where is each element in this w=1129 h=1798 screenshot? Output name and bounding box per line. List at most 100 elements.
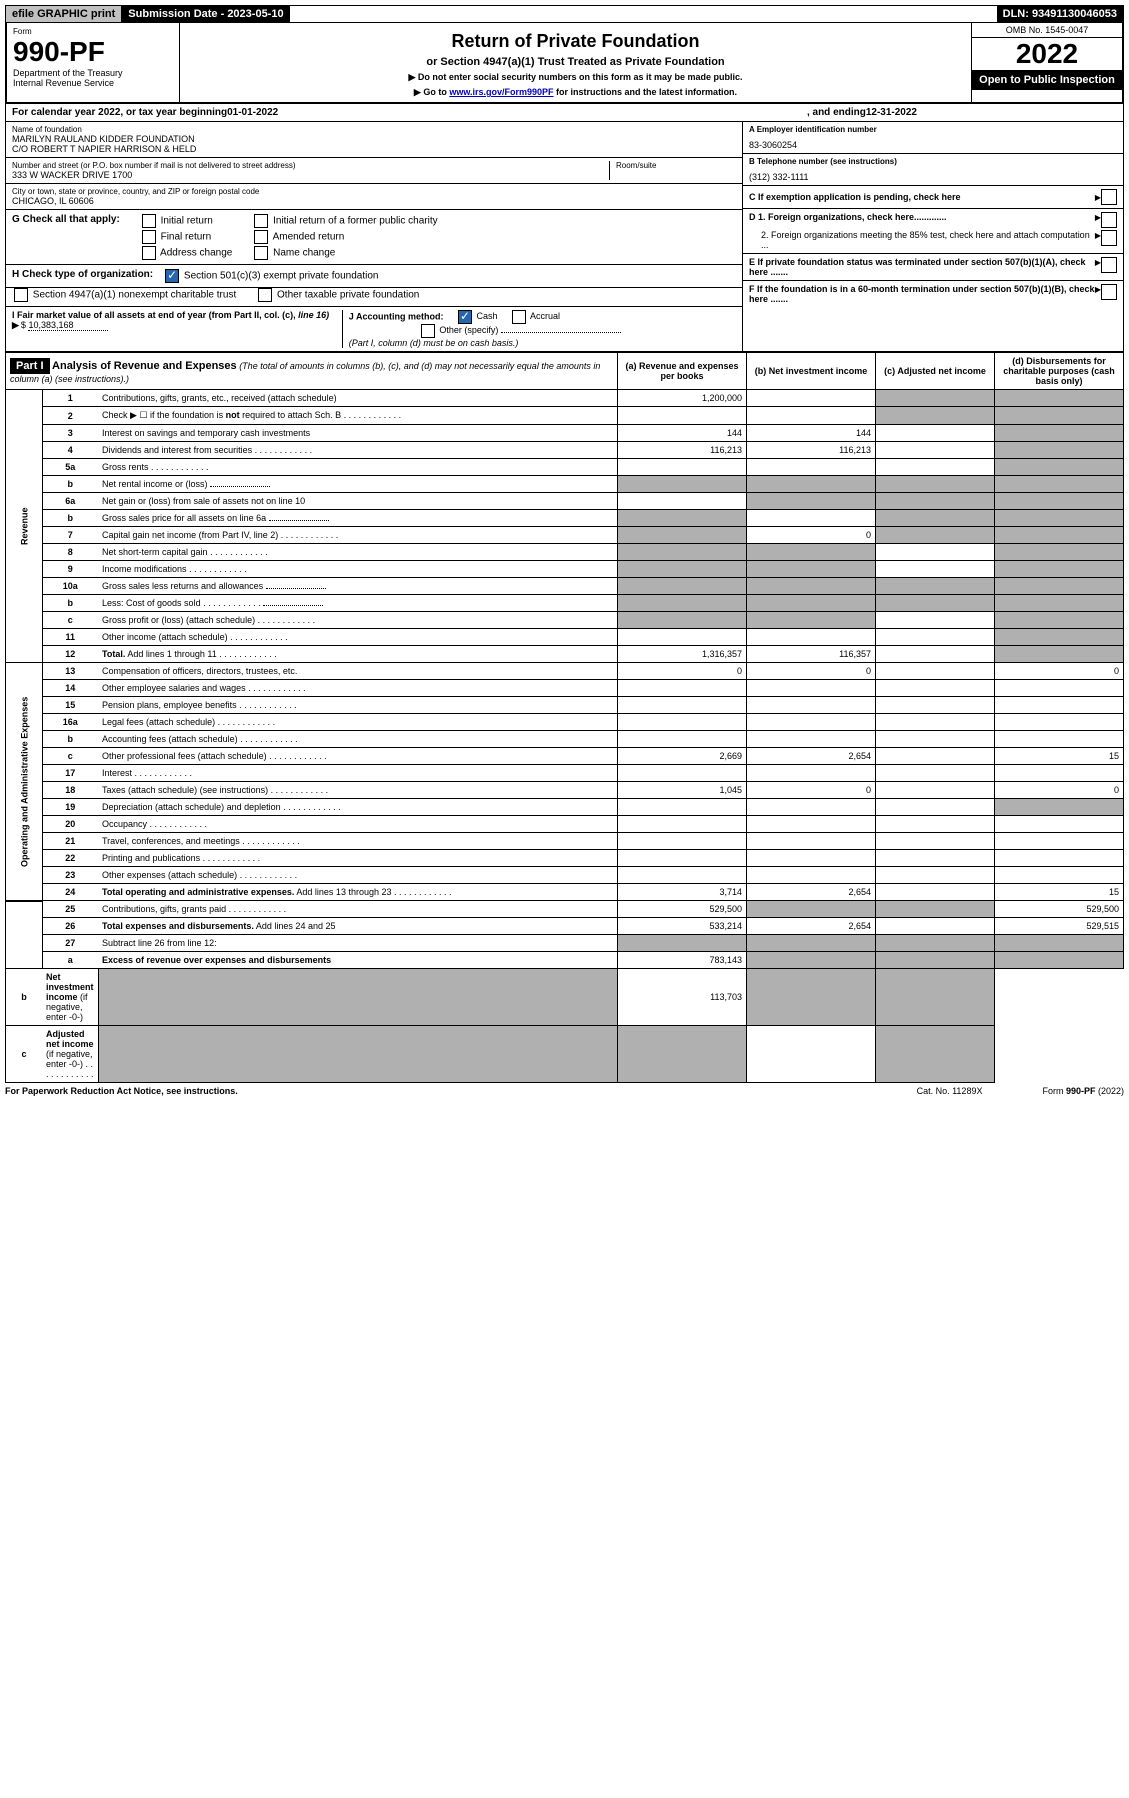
line-16a-no: 16a xyxy=(42,714,98,731)
h-4947a1[interactable]: Section 4947(a)(1) nonexempt charitable … xyxy=(12,288,236,302)
line-b-desc: Gross sales price for all assets on line… xyxy=(98,510,617,527)
line-b-no: b xyxy=(6,969,43,1026)
calendar-year-row: For calendar year 2022, or tax year begi… xyxy=(5,104,1124,122)
line-6a-no: 6a xyxy=(42,493,98,510)
d2-checkbox[interactable] xyxy=(1101,230,1117,246)
line-20-desc: Occupancy xyxy=(98,816,617,833)
year-begin: 01-01-2022 xyxy=(227,107,278,118)
foundation-name: MARILYN RAULAND KIDDER FOUNDATION xyxy=(12,134,736,144)
line-b-no: b xyxy=(42,731,98,748)
footer-left: For Paperwork Reduction Act Notice, see … xyxy=(5,1086,238,1096)
line-21-no: 21 xyxy=(42,833,98,850)
line-4-no: 4 xyxy=(42,442,98,459)
line-b-desc: Net rental income or (loss) xyxy=(98,476,617,493)
form990pf-link[interactable]: www.irs.gov/Form990PF xyxy=(449,87,553,97)
line-19-desc: Depreciation (attach schedule) and deple… xyxy=(98,799,617,816)
c-checkbox[interactable] xyxy=(1101,189,1117,205)
addr-label: Number and street (or P.O. box number if… xyxy=(12,161,609,170)
city-state-zip: CHICAGO, IL 60606 xyxy=(12,196,736,206)
col-a-header: (a) Revenue and expenses per books xyxy=(618,353,747,390)
line-1-no: 1 xyxy=(42,390,98,407)
g-final-return[interactable]: Final return xyxy=(140,230,233,244)
line-22-desc: Printing and publications xyxy=(98,850,617,867)
line-27-no: 27 xyxy=(42,935,98,952)
line-9-no: 9 xyxy=(42,561,98,578)
e-checkbox[interactable] xyxy=(1101,257,1117,273)
g-amended-return[interactable]: Amended return xyxy=(252,230,437,244)
line-25-desc: Contributions, gifts, grants paid xyxy=(98,901,617,918)
line-c-no: c xyxy=(42,748,98,765)
line-14-no: 14 xyxy=(42,680,98,697)
line-2-desc: Check ▶ ☐ if the foundation is not requi… xyxy=(98,407,617,425)
fmv-value: 10,383,168 xyxy=(28,320,108,331)
j-other[interactable]: Other (specify) xyxy=(419,325,621,335)
g-initial-former[interactable]: Initial return of a former public charit… xyxy=(252,214,437,228)
line-7-desc: Capital gain net income (from Part IV, l… xyxy=(98,527,617,544)
f-checkbox[interactable] xyxy=(1101,284,1117,300)
line-b-no: b xyxy=(42,510,98,527)
form-label: Form xyxy=(13,27,173,36)
line-23-desc: Other expenses (attach schedule) xyxy=(98,867,617,884)
line-10a-no: 10a xyxy=(42,578,98,595)
h-501c3[interactable]: Section 501(c)(3) exempt private foundat… xyxy=(163,269,378,283)
line-10a-desc: Gross sales less returns and allowances xyxy=(98,578,617,595)
c-label: C If exemption application is pending, c… xyxy=(749,192,1095,202)
line-24-desc: Total operating and administrative expen… xyxy=(98,884,617,901)
line-23-no: 23 xyxy=(42,867,98,884)
line-17-no: 17 xyxy=(42,765,98,782)
line-5a-no: 5a xyxy=(42,459,98,476)
line-26-desc: Total expenses and disbursements. Add li… xyxy=(98,918,617,935)
line-22-no: 22 xyxy=(42,850,98,867)
efile-print-btn[interactable]: efile GRAPHIC print xyxy=(6,6,122,22)
g-address-change[interactable]: Address change xyxy=(140,246,233,260)
line-b-desc: Accounting fees (attach schedule) xyxy=(98,731,617,748)
g-initial-return[interactable]: Initial return xyxy=(140,214,233,228)
d1-label: D 1. Foreign organizations, check here..… xyxy=(749,212,1095,228)
line-21-desc: Travel, conferences, and meetings xyxy=(98,833,617,850)
f-label: F If the foundation is in a 60-month ter… xyxy=(749,284,1095,304)
tax-year: 2022 xyxy=(972,38,1122,70)
e-label: E If private foundation status was termi… xyxy=(749,257,1095,277)
foundation-co: C/O ROBERT T NAPIER HARRISON & HELD xyxy=(12,144,736,154)
h-other-taxable[interactable]: Other taxable private foundation xyxy=(256,288,419,302)
g-name-change[interactable]: Name change xyxy=(252,246,437,260)
line-11-desc: Other income (attach schedule) xyxy=(98,629,617,646)
line-16a-desc: Legal fees (attach schedule) xyxy=(98,714,617,731)
line-6a-desc: Net gain or (loss) from sale of assets n… xyxy=(98,493,617,510)
line-15-no: 15 xyxy=(42,697,98,714)
expenses-section: Operating and Administrative Expenses xyxy=(6,663,43,901)
j-accrual[interactable]: Accrual xyxy=(510,311,560,321)
line-7-no: 7 xyxy=(42,527,98,544)
line-c-desc: Other professional fees (attach schedule… xyxy=(98,748,617,765)
part1-label: Part I xyxy=(10,358,50,374)
line-c-no: c xyxy=(6,1026,43,1083)
footer-right: Form 990-PF (2022) xyxy=(1042,1086,1124,1096)
j-cash[interactable]: Cash xyxy=(456,311,498,321)
line-9-desc: Income modifications xyxy=(98,561,617,578)
line-4-desc: Dividends and interest from securities xyxy=(98,442,617,459)
j-note: (Part I, column (d) must be on cash basi… xyxy=(349,338,519,348)
dln: DLN: 93491130046053 xyxy=(997,6,1123,22)
line-27-desc: Subtract line 26 from line 12: xyxy=(98,935,617,952)
line-a-desc: Excess of revenue over expenses and disb… xyxy=(98,952,617,969)
phone-label: B Telephone number (see instructions) xyxy=(749,157,1117,166)
identity-box: Name of foundation MARILYN RAULAND KIDDE… xyxy=(5,122,1124,352)
line-11-no: 11 xyxy=(42,629,98,646)
line-25-no: 25 xyxy=(42,901,98,918)
open-public: Open to Public Inspection xyxy=(972,70,1122,90)
topbar: efile GRAPHIC print Submission Date - 20… xyxy=(5,5,1124,23)
year-end: 12-31-2022 xyxy=(866,107,917,118)
line-b-no: b xyxy=(42,595,98,612)
instr-ssn: ▶ Do not enter social security numbers o… xyxy=(186,72,965,83)
line-b-desc: Less: Cost of goods sold xyxy=(98,595,617,612)
omb-number: OMB No. 1545-0047 xyxy=(972,23,1122,38)
part1-title: Analysis of Revenue and Expenses xyxy=(52,360,237,372)
ein-label: A Employer identification number xyxy=(749,125,1117,134)
d1-checkbox[interactable] xyxy=(1101,212,1117,228)
i-label: I Fair market value of all assets at end… xyxy=(12,310,329,320)
line-1-desc: Contributions, gifts, grants, etc., rece… xyxy=(98,390,617,407)
phone-value: (312) 332-1111 xyxy=(749,172,1117,182)
line-18-no: 18 xyxy=(42,782,98,799)
form-number: 990-PF xyxy=(13,36,173,68)
irs-label: Internal Revenue Service xyxy=(13,78,173,88)
